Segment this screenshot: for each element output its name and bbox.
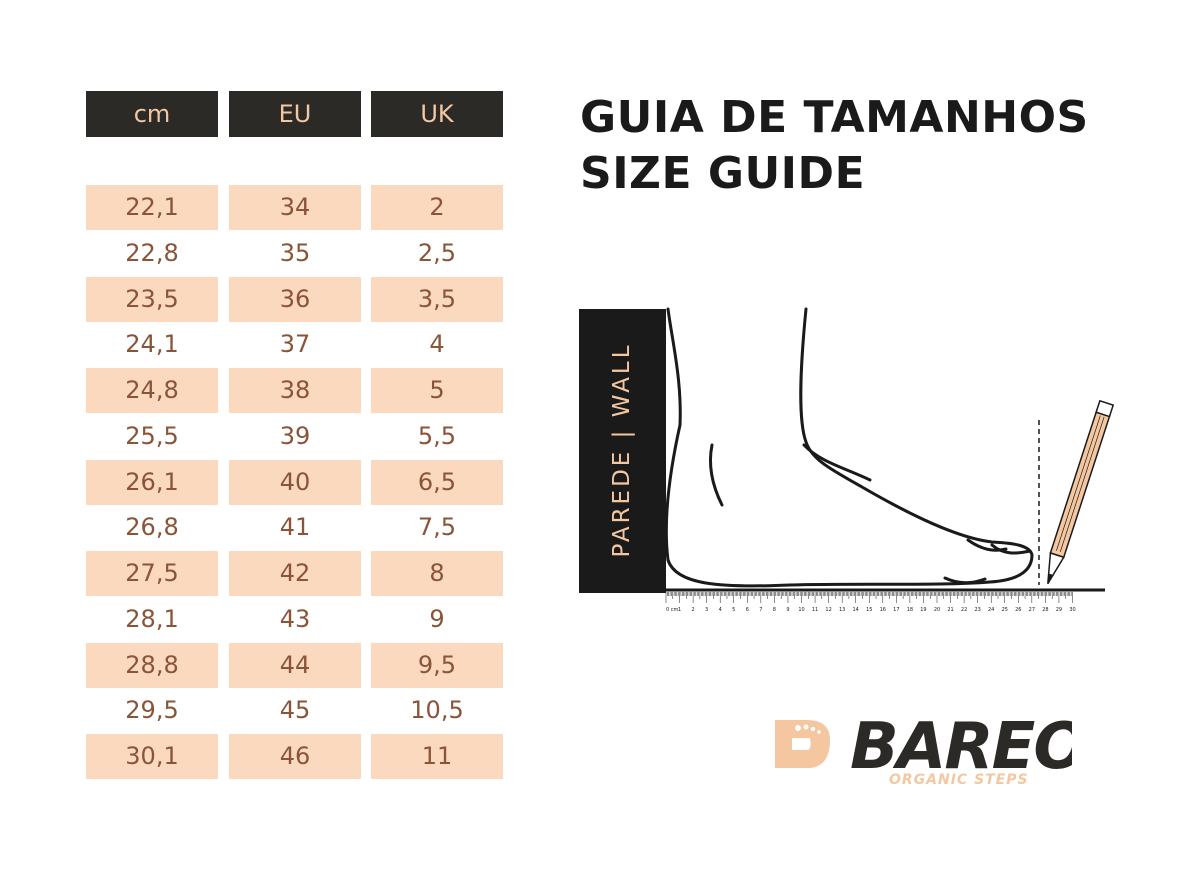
ruler-label: 2 bbox=[692, 607, 695, 613]
footprint-icon bbox=[775, 720, 830, 768]
ruler-label: 10 bbox=[798, 607, 804, 613]
ruler-label: 9 bbox=[786, 607, 789, 613]
ruler-label: 1 bbox=[678, 607, 681, 613]
cell-uk: 11 bbox=[371, 734, 503, 779]
ruler-label: 12 bbox=[825, 607, 831, 613]
cell-cm: 22,1 bbox=[86, 185, 218, 230]
cell-eu: 42 bbox=[229, 551, 361, 596]
measuring-diagram: 0 cm 1 2 3 4 5 6 7 8 9 10 11 12 13 14 15 16 17 18 19 20 21 22 2… bbox=[579, 307, 1115, 613]
cell-uk: 5 bbox=[371, 368, 503, 413]
wall-label: PAREDE | WALL bbox=[609, 342, 635, 558]
cell-uk: 2,5 bbox=[417, 238, 457, 267]
ruler-label: 23 bbox=[974, 607, 980, 613]
cell-cm: 24,1 bbox=[125, 330, 179, 359]
ruler-label: 28 bbox=[1042, 607, 1048, 613]
cell-cm: 25,5 bbox=[125, 421, 179, 450]
cell-eu: 44 bbox=[229, 642, 361, 688]
cell-uk: 4 bbox=[429, 330, 445, 359]
ruler-label: 27 bbox=[1029, 607, 1035, 613]
ruler-label: 15 bbox=[866, 607, 872, 613]
ruler-label: 11 bbox=[812, 607, 818, 613]
ruler-label: 17 bbox=[893, 607, 899, 613]
ruler-label: 22 bbox=[961, 607, 967, 613]
cell-uk: 9 bbox=[429, 604, 445, 633]
cell-eu: 36 bbox=[229, 276, 361, 322]
header-uk: UK bbox=[371, 91, 503, 137]
ruler-label: 19 bbox=[920, 607, 926, 613]
cell-cm: 29,5 bbox=[125, 696, 179, 725]
cell-eu: 43 bbox=[279, 604, 311, 633]
cell-cm: 24,8 bbox=[86, 368, 218, 413]
cell-uk: 3,5 bbox=[371, 276, 503, 322]
cell-cm: 30,1 bbox=[86, 734, 218, 779]
ruler-label: 30 bbox=[1069, 607, 1075, 613]
ruler-label: 4 bbox=[719, 607, 722, 613]
cell-uk: 5,5 bbox=[417, 421, 457, 450]
ruler-label: 7 bbox=[759, 607, 762, 613]
cell-uk: 2 bbox=[371, 185, 503, 230]
ruler-label: 14 bbox=[853, 607, 859, 613]
ruler-label: 24 bbox=[988, 607, 994, 613]
cell-cm: 28,1 bbox=[125, 604, 179, 633]
brand-tagline: ORGANIC STEPS bbox=[889, 772, 1029, 788]
wall bbox=[579, 309, 666, 593]
cell-uk: 7,5 bbox=[417, 513, 457, 542]
title-en: SIZE GUIDE bbox=[580, 148, 866, 199]
header-cm: cm bbox=[86, 91, 218, 137]
title-pt: GUIA DE TAMANHOS bbox=[580, 92, 1089, 143]
cell-cm: 26,1 bbox=[86, 459, 218, 505]
ruler-label: 25 bbox=[1002, 607, 1008, 613]
cell-eu: 41 bbox=[279, 513, 311, 542]
ruler-label: 21 bbox=[947, 607, 953, 613]
ruler: 0 cm 1 2 3 4 5 6 7 8 9 10 11 12 13 14 15 16 17 18 19 20 21 22 2… bbox=[665, 592, 1076, 613]
ruler-label: 20 bbox=[934, 607, 940, 613]
cell-eu: 37 bbox=[279, 330, 311, 359]
cell-eu: 34 bbox=[229, 185, 361, 230]
cell-uk: 8 bbox=[371, 551, 503, 596]
foot-outline bbox=[664, 307, 1034, 588]
cell-cm: 22,8 bbox=[125, 238, 179, 267]
ruler-label: 5 bbox=[732, 607, 735, 613]
ruler-label: 29 bbox=[1056, 607, 1062, 613]
ruler-label: 8 bbox=[773, 607, 776, 613]
ruler-label: 0 cm bbox=[666, 607, 679, 613]
bareo-logo: BAREO ORGANIC STEPS bbox=[775, 710, 1072, 788]
cell-cm: 23,5 bbox=[86, 276, 218, 322]
cell-eu: 35 bbox=[279, 238, 311, 267]
ruler-label: 26 bbox=[1015, 607, 1021, 613]
header-eu: EU bbox=[229, 91, 361, 137]
pencil-icon bbox=[1047, 399, 1115, 585]
cell-eu: 46 bbox=[229, 734, 361, 779]
cell-cm: 26,8 bbox=[125, 513, 179, 542]
brand-name: BAREO bbox=[850, 710, 1072, 784]
cell-eu: 38 bbox=[229, 368, 361, 413]
cell-uk: 10,5 bbox=[410, 696, 464, 725]
cell-cm: 28,8 bbox=[86, 642, 218, 688]
cell-uk: 9,5 bbox=[371, 642, 503, 688]
ruler-label: 18 bbox=[907, 607, 913, 613]
cell-eu: 40 bbox=[229, 459, 361, 505]
cell-cm: 27,5 bbox=[86, 551, 218, 596]
ruler-label: 13 bbox=[839, 607, 845, 613]
ruler-label: 16 bbox=[880, 607, 886, 613]
ruler-label: 3 bbox=[705, 607, 708, 613]
ruler-label: 6 bbox=[746, 607, 749, 613]
cell-eu: 45 bbox=[279, 696, 311, 725]
cell-uk: 6,5 bbox=[371, 459, 503, 505]
cell-eu: 39 bbox=[279, 421, 311, 450]
